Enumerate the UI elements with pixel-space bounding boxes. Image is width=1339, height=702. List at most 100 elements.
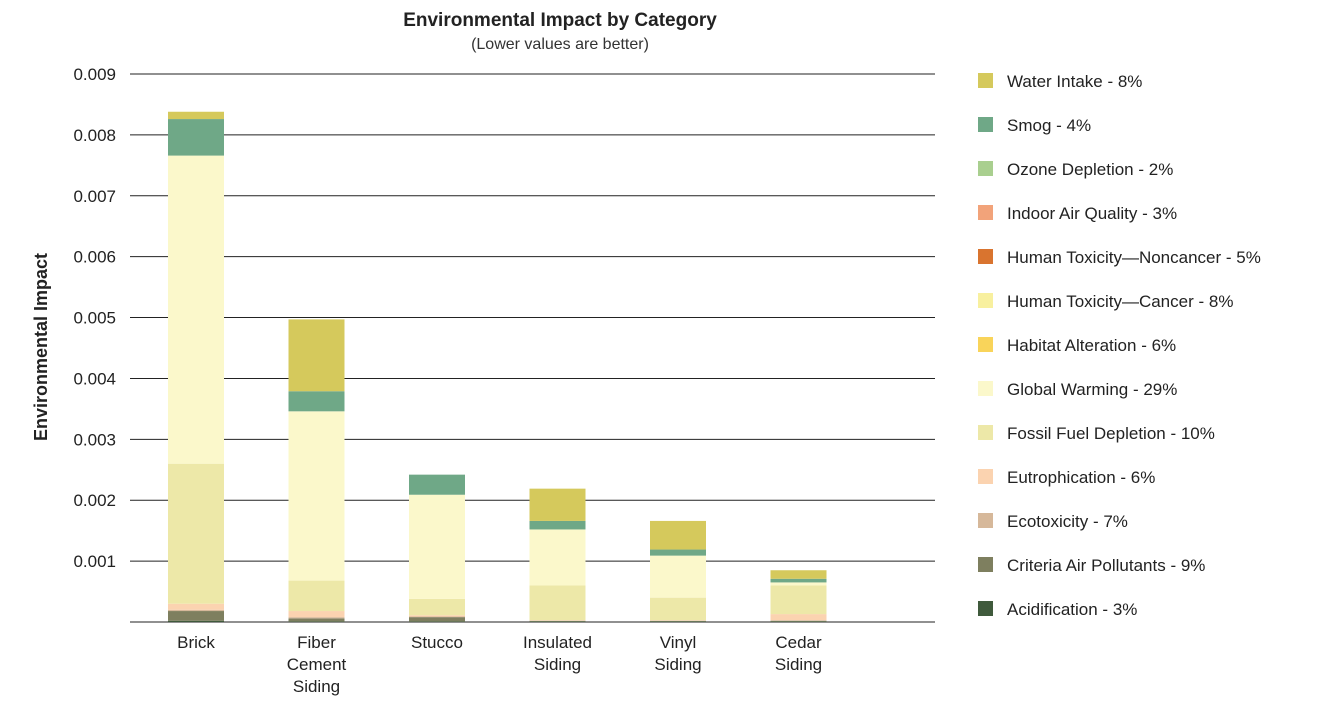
bar-segment	[168, 463, 224, 604]
bar-segment	[529, 621, 586, 622]
bar-segment	[409, 616, 465, 618]
bar-segment	[770, 578, 827, 583]
bar-segment	[409, 621, 465, 622]
bar-segment	[650, 597, 706, 621]
bar-segment	[168, 119, 224, 156]
y-tick-label: 0.007	[73, 187, 116, 206]
legend-label: Ozone Depletion - 2%	[1007, 160, 1173, 179]
legend-swatch	[978, 337, 993, 352]
legend-label: Global Warming - 29%	[1007, 380, 1177, 399]
x-tick-label-line: Vinyl	[660, 633, 697, 652]
legend-label: Human Toxicity—Cancer - 8%	[1007, 292, 1233, 311]
bar-segment	[168, 603, 224, 610]
x-tick-label: Cedar Siding	[775, 633, 822, 674]
legend-label: Indoor Air Quality - 3%	[1007, 204, 1177, 223]
bar-segment	[168, 155, 224, 464]
gridlines	[130, 73, 935, 623]
bar-segment	[770, 614, 827, 621]
bar-segment	[529, 620, 586, 621]
legend-item: Human Toxicity—Noncancer - 5%	[978, 248, 1261, 267]
x-tick-label-line: Brick	[177, 633, 215, 652]
legend-label: Fossil Fuel Depletion - 10%	[1007, 424, 1215, 443]
bar-stack	[168, 111, 224, 622]
legend-label: Eutrophication - 6%	[1007, 468, 1155, 487]
legend-item: Habitat Alteration - 6%	[978, 336, 1176, 355]
bar-stack	[770, 570, 827, 622]
bar-segment	[168, 111, 224, 120]
bar-segment	[409, 615, 465, 617]
y-tick-label: 0.004	[73, 369, 116, 388]
bar-segment	[288, 319, 345, 392]
legend-swatch	[978, 425, 993, 440]
bar-segment	[529, 620, 586, 622]
legend-item: Criteria Air Pollutants - 9%	[978, 556, 1205, 575]
y-tick-label: 0.002	[73, 491, 116, 510]
bar-segment	[288, 391, 345, 412]
bar-segment	[770, 621, 827, 622]
y-tick-label: 0.008	[73, 126, 116, 145]
bar-segment	[650, 620, 706, 622]
bar-stack	[529, 488, 586, 622]
x-tick-label: Brick	[177, 633, 215, 652]
x-tick-label-line: Fiber	[297, 633, 336, 652]
bar-segment	[529, 520, 586, 530]
x-tick-label-line: Siding	[654, 655, 701, 674]
legend-item: Water Intake - 8%	[978, 72, 1142, 91]
chart-subtitle: (Lower values are better)	[471, 36, 649, 53]
legend-label: Habitat Alteration - 6%	[1007, 336, 1176, 355]
bar-segment	[650, 520, 706, 550]
bar-segment	[168, 620, 224, 622]
legend: Water Intake - 8% Smog - 4% Ozone Depletio…	[978, 72, 1261, 619]
legend-label: Acidification - 3%	[1007, 600, 1137, 619]
x-tick-label-line: Cedar	[775, 633, 822, 652]
x-tick-label-line: Siding	[534, 655, 581, 674]
y-tick-label: 0.003	[73, 430, 116, 449]
bar-segment	[409, 617, 465, 622]
bar-segment	[770, 620, 827, 621]
bar-segment	[770, 620, 827, 622]
bar-segment	[409, 494, 465, 599]
x-tick-label-line: Siding	[293, 677, 340, 696]
bar-stack	[409, 474, 465, 622]
x-tick-label-line: Stucco	[411, 633, 463, 652]
legend-label: Human Toxicity—Noncancer - 5%	[1007, 248, 1261, 267]
bar-segment	[168, 609, 224, 612]
x-tick-label: Insulated Siding	[523, 633, 592, 674]
bar-segment	[650, 555, 706, 598]
bar-segment	[770, 585, 827, 615]
y-tick-label: 0.005	[73, 309, 116, 328]
bar-segment	[288, 611, 345, 618]
bar-segment	[529, 585, 586, 621]
legend-label: Ecotoxicity - 7%	[1007, 512, 1128, 531]
y-axis-label: Environmental Impact	[31, 253, 51, 441]
y-axis-ticks: 0.001 0.002 0.003 0.004 0.005 0.006 0.007 0.008…	[73, 65, 116, 571]
bar-segment	[770, 570, 827, 579]
bar-segment	[288, 618, 345, 622]
bar-segment	[288, 580, 345, 612]
x-tick-label: Vinyl Siding	[654, 633, 701, 674]
legend-item: Acidification - 3%	[978, 600, 1137, 619]
legend-item: Indoor Air Quality - 3%	[978, 204, 1177, 223]
legend-swatch	[978, 293, 993, 308]
bar-segment	[650, 620, 706, 621]
legend-swatch	[978, 469, 993, 484]
bar-segment	[288, 617, 345, 619]
bar-segment	[409, 598, 465, 616]
bar-segment	[529, 529, 586, 586]
legend-label: Smog - 4%	[1007, 116, 1091, 135]
legend-item: Ozone Depletion - 2%	[978, 160, 1173, 179]
x-tick-label-line: Cement	[287, 655, 347, 674]
x-tick-label-line: Siding	[775, 655, 822, 674]
bar-segment	[529, 488, 586, 521]
legend-swatch	[978, 161, 993, 176]
y-tick-label: 0.009	[73, 65, 116, 84]
x-tick-label: Stucco	[411, 633, 463, 652]
legend-item: Fossil Fuel Depletion - 10%	[978, 424, 1215, 443]
bar-segment	[650, 549, 706, 556]
bars	[168, 111, 827, 622]
bar-segment	[650, 621, 706, 622]
legend-item: Smog - 4%	[978, 116, 1091, 135]
x-tick-label: Fiber Cement Siding	[287, 633, 347, 696]
legend-swatch	[978, 557, 993, 572]
